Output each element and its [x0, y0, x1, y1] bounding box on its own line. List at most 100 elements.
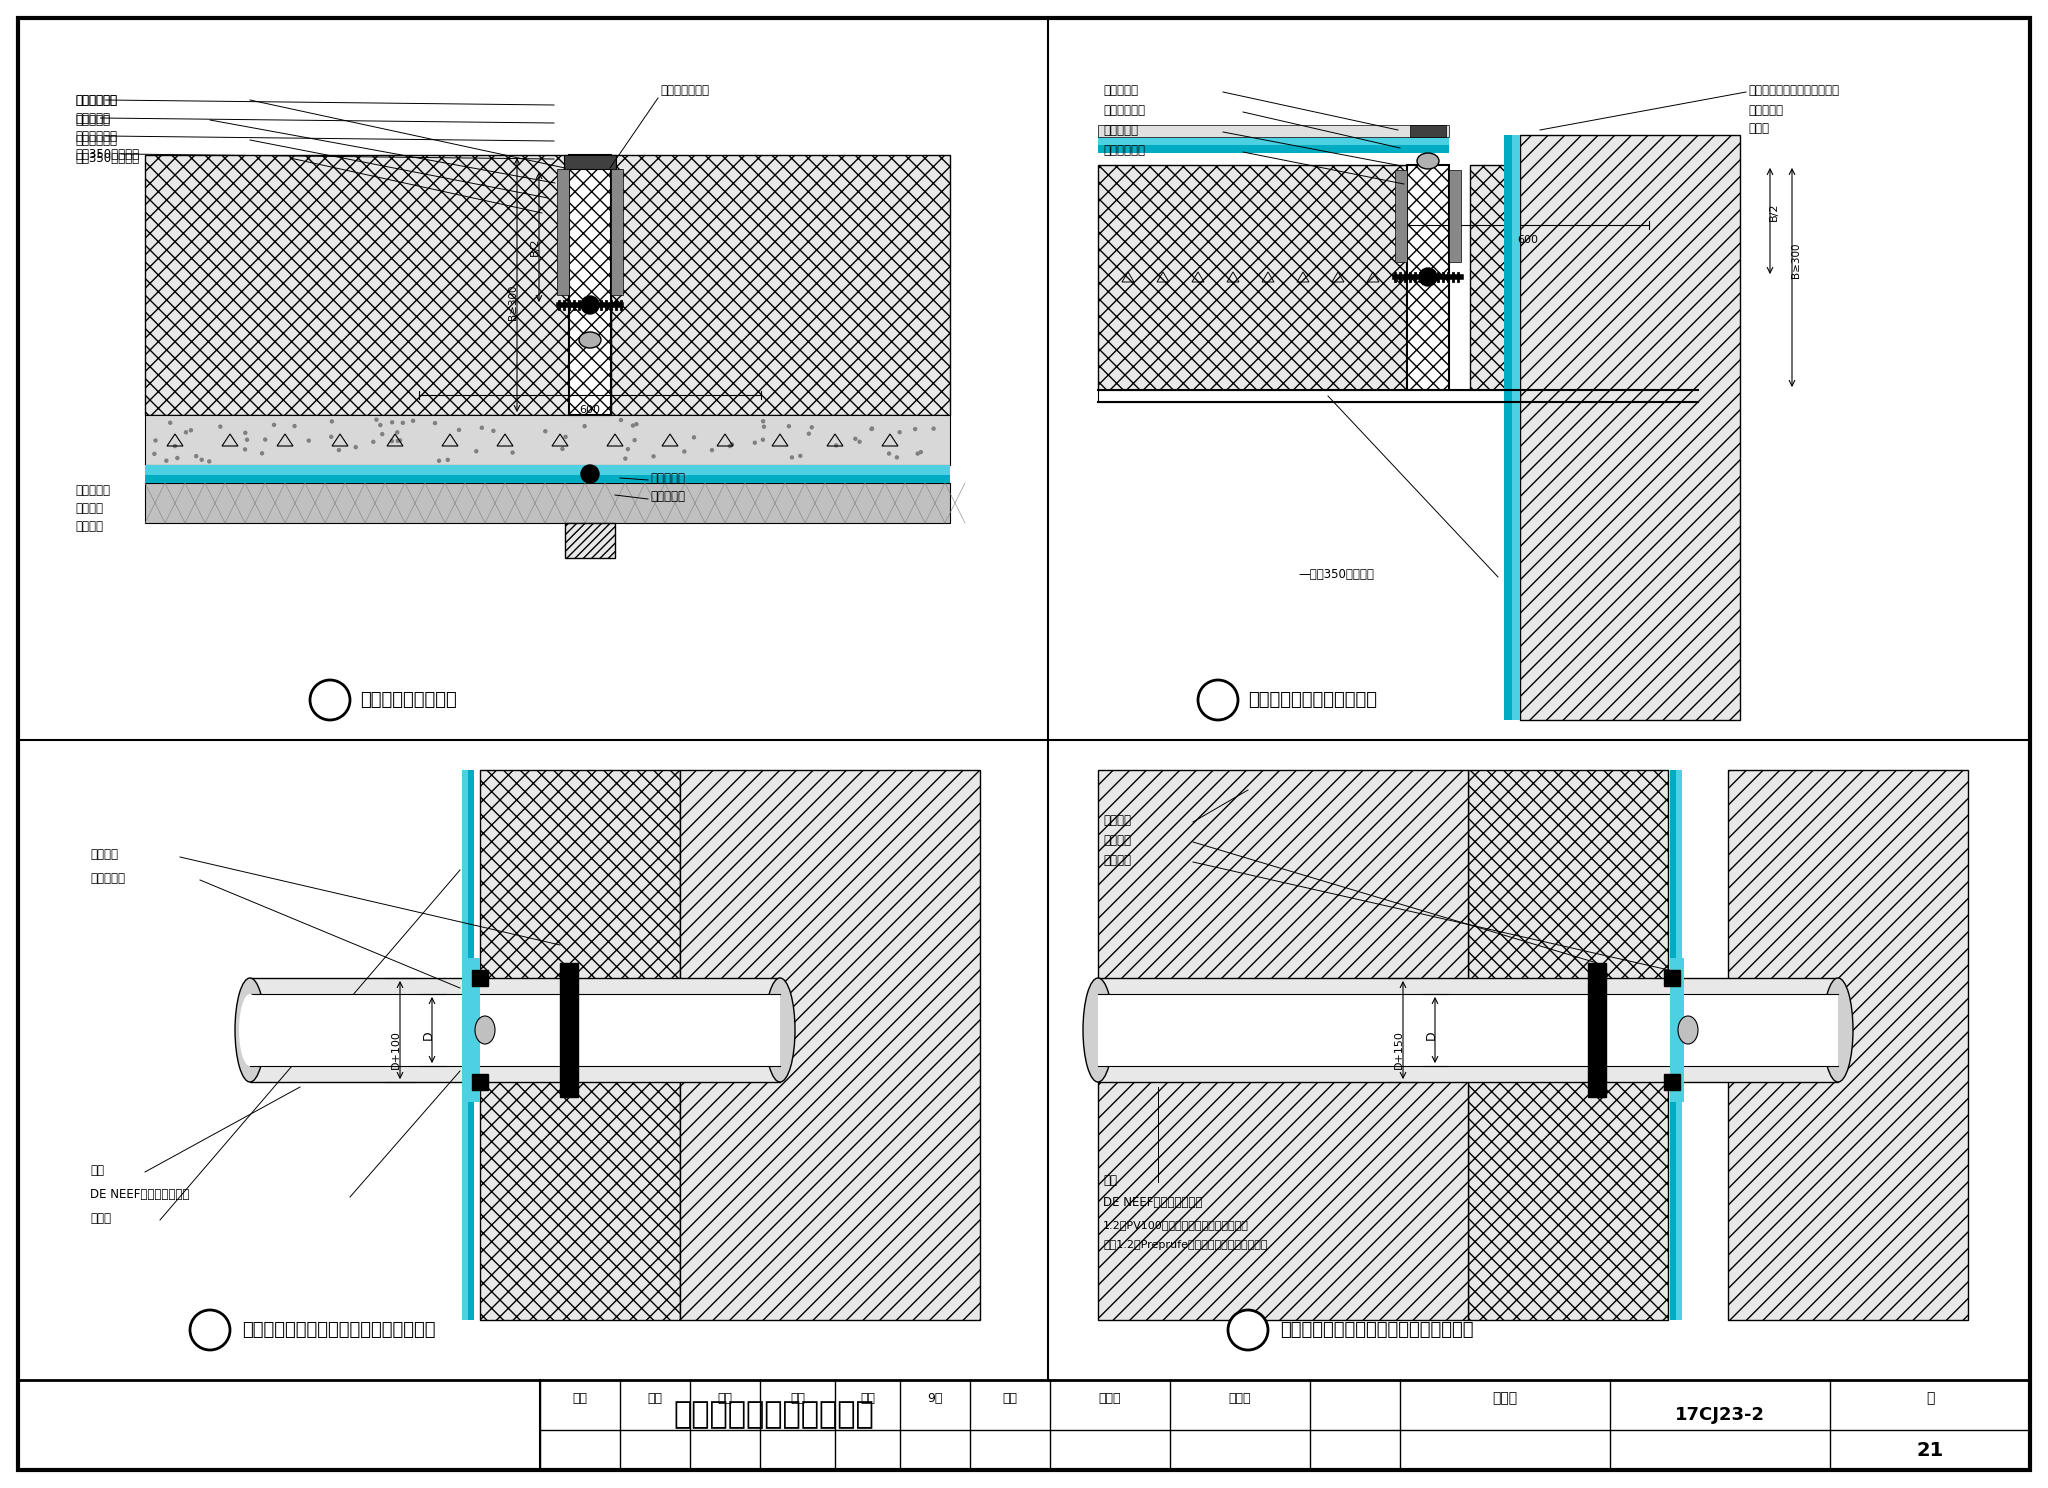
Circle shape [895, 455, 899, 458]
Circle shape [870, 427, 872, 430]
Text: 2: 2 [1210, 690, 1225, 710]
Bar [1587, 963, 1606, 1097]
Text: （或1.2厚Preprufe预铺高分子自粘胶膜卷材）: （或1.2厚Preprufe预铺高分子自粘胶膜卷材） [1104, 1240, 1268, 1250]
Bar [145, 464, 950, 475]
Ellipse shape [236, 978, 264, 1082]
Circle shape [631, 424, 635, 427]
Text: 钢管: 钢管 [90, 1164, 104, 1177]
Bar [1729, 769, 1968, 1320]
Bar [1503, 135, 1511, 720]
Circle shape [870, 427, 874, 430]
Circle shape [219, 426, 221, 429]
Text: 固定式穿墙管防水构造（外防外贴做法）: 固定式穿墙管防水构造（外防外贴做法） [242, 1321, 436, 1339]
Bar [1098, 144, 1450, 153]
Ellipse shape [1083, 978, 1112, 1082]
Circle shape [244, 448, 246, 451]
Circle shape [373, 440, 375, 443]
Bar [1468, 769, 1667, 1320]
Circle shape [791, 455, 793, 458]
Circle shape [264, 437, 266, 440]
Bar [569, 155, 610, 415]
Circle shape [395, 432, 399, 434]
Text: D+150: D+150 [1395, 1030, 1405, 1068]
Text: B≥300: B≥300 [1792, 243, 1800, 277]
Circle shape [692, 436, 696, 439]
Text: —干铺350宽隔离层: —干铺350宽隔离层 [1298, 568, 1374, 582]
Circle shape [561, 448, 563, 451]
Bar [1098, 994, 1837, 1065]
Text: 钢管: 钢管 [1104, 1174, 1116, 1186]
Circle shape [195, 455, 199, 458]
Circle shape [379, 424, 381, 427]
Circle shape [307, 439, 309, 442]
Circle shape [375, 418, 379, 421]
Ellipse shape [580, 332, 600, 348]
Bar [1098, 137, 1450, 144]
Circle shape [582, 296, 598, 314]
Circle shape [635, 423, 637, 426]
Circle shape [762, 439, 764, 442]
Bar [610, 170, 623, 295]
Circle shape [381, 433, 383, 436]
Circle shape [272, 424, 276, 427]
Bar [559, 963, 578, 1097]
Bar [471, 1074, 487, 1091]
Text: 挤塑板填缝: 挤塑板填缝 [76, 112, 111, 125]
Circle shape [1419, 268, 1438, 286]
Bar [145, 484, 950, 522]
Circle shape [397, 439, 399, 442]
Circle shape [190, 1309, 229, 1350]
Bar [563, 155, 616, 170]
Bar [1511, 135, 1520, 720]
Bar [1675, 769, 1681, 1320]
Circle shape [391, 439, 393, 442]
Text: 干铺350宽隔离层: 干铺350宽隔离层 [76, 147, 139, 161]
Text: 审核: 审核 [573, 1391, 588, 1405]
Ellipse shape [475, 1016, 496, 1045]
Bar [145, 475, 950, 484]
Circle shape [920, 451, 922, 454]
Ellipse shape [1823, 978, 1853, 1082]
Circle shape [836, 443, 838, 446]
Bar [1450, 170, 1460, 262]
Circle shape [154, 452, 156, 455]
Circle shape [338, 448, 340, 451]
Bar [1395, 170, 1407, 262]
Text: B/2: B/2 [1769, 202, 1780, 222]
Bar [610, 155, 950, 415]
Circle shape [762, 426, 766, 429]
Bar [1663, 1074, 1679, 1091]
Circle shape [154, 439, 158, 442]
Circle shape [354, 445, 356, 449]
Text: 围护结构: 围护结构 [1104, 814, 1130, 826]
Circle shape [584, 424, 586, 427]
Text: 防水层: 防水层 [90, 1211, 111, 1225]
Bar [1470, 165, 1698, 390]
Text: 变形缝、穿墙管防水构造: 变形缝、穿墙管防水构造 [674, 1400, 874, 1430]
Text: 止水钢环: 止水钢环 [1104, 833, 1130, 847]
Circle shape [246, 439, 248, 442]
Text: 3: 3 [203, 1320, 217, 1339]
Text: B/2: B/2 [530, 237, 541, 256]
Circle shape [168, 421, 172, 424]
Circle shape [201, 458, 203, 461]
Circle shape [391, 421, 393, 424]
Circle shape [858, 440, 860, 443]
Bar [250, 978, 780, 1082]
Text: D: D [1425, 1030, 1438, 1040]
Circle shape [811, 426, 813, 429]
Bar [1098, 978, 1837, 1082]
Circle shape [457, 429, 461, 432]
Circle shape [545, 430, 547, 433]
Circle shape [176, 457, 178, 460]
Circle shape [618, 418, 623, 421]
Circle shape [932, 427, 936, 430]
Circle shape [512, 451, 514, 454]
Bar [469, 769, 473, 1320]
Text: 底板变形缝防水构造: 底板变形缝防水构造 [360, 690, 457, 708]
Circle shape [711, 448, 713, 451]
Circle shape [915, 452, 920, 455]
Text: 中埋式止水带: 中埋式止水带 [76, 134, 117, 146]
Text: 9龙: 9龙 [928, 1391, 942, 1405]
Circle shape [786, 424, 791, 427]
